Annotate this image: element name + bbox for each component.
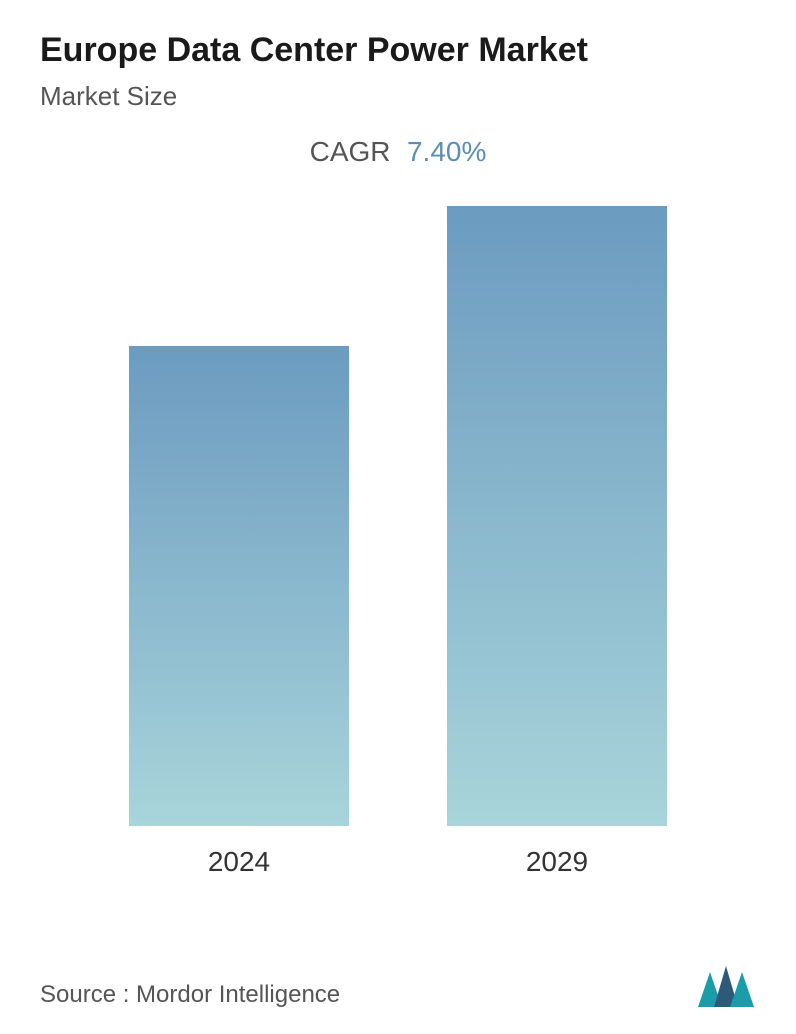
- chart-subtitle: Market Size: [40, 81, 756, 112]
- bar-0: [129, 346, 349, 826]
- source-text: Source : Mordor Intelligence: [40, 981, 340, 1009]
- bar-1: [447, 206, 667, 826]
- footer: Source : Mordor Intelligence: [40, 964, 756, 1009]
- cagr-value: 7.40%: [407, 136, 486, 168]
- bar-label-1: 2029: [526, 846, 588, 878]
- cagr-label: CAGR: [310, 136, 391, 168]
- chart-title: Europe Data Center Power Market: [40, 30, 756, 71]
- bar-chart-area: 2024 2029: [80, 228, 716, 878]
- bar-group-0: 2024: [86, 346, 391, 878]
- brand-logo-icon: [696, 964, 756, 1009]
- chart-container: Europe Data Center Power Market Market S…: [0, 0, 796, 1034]
- cagr-row: CAGR 7.40%: [40, 136, 756, 168]
- bar-group-1: 2029: [404, 206, 709, 878]
- bar-label-0: 2024: [208, 846, 270, 878]
